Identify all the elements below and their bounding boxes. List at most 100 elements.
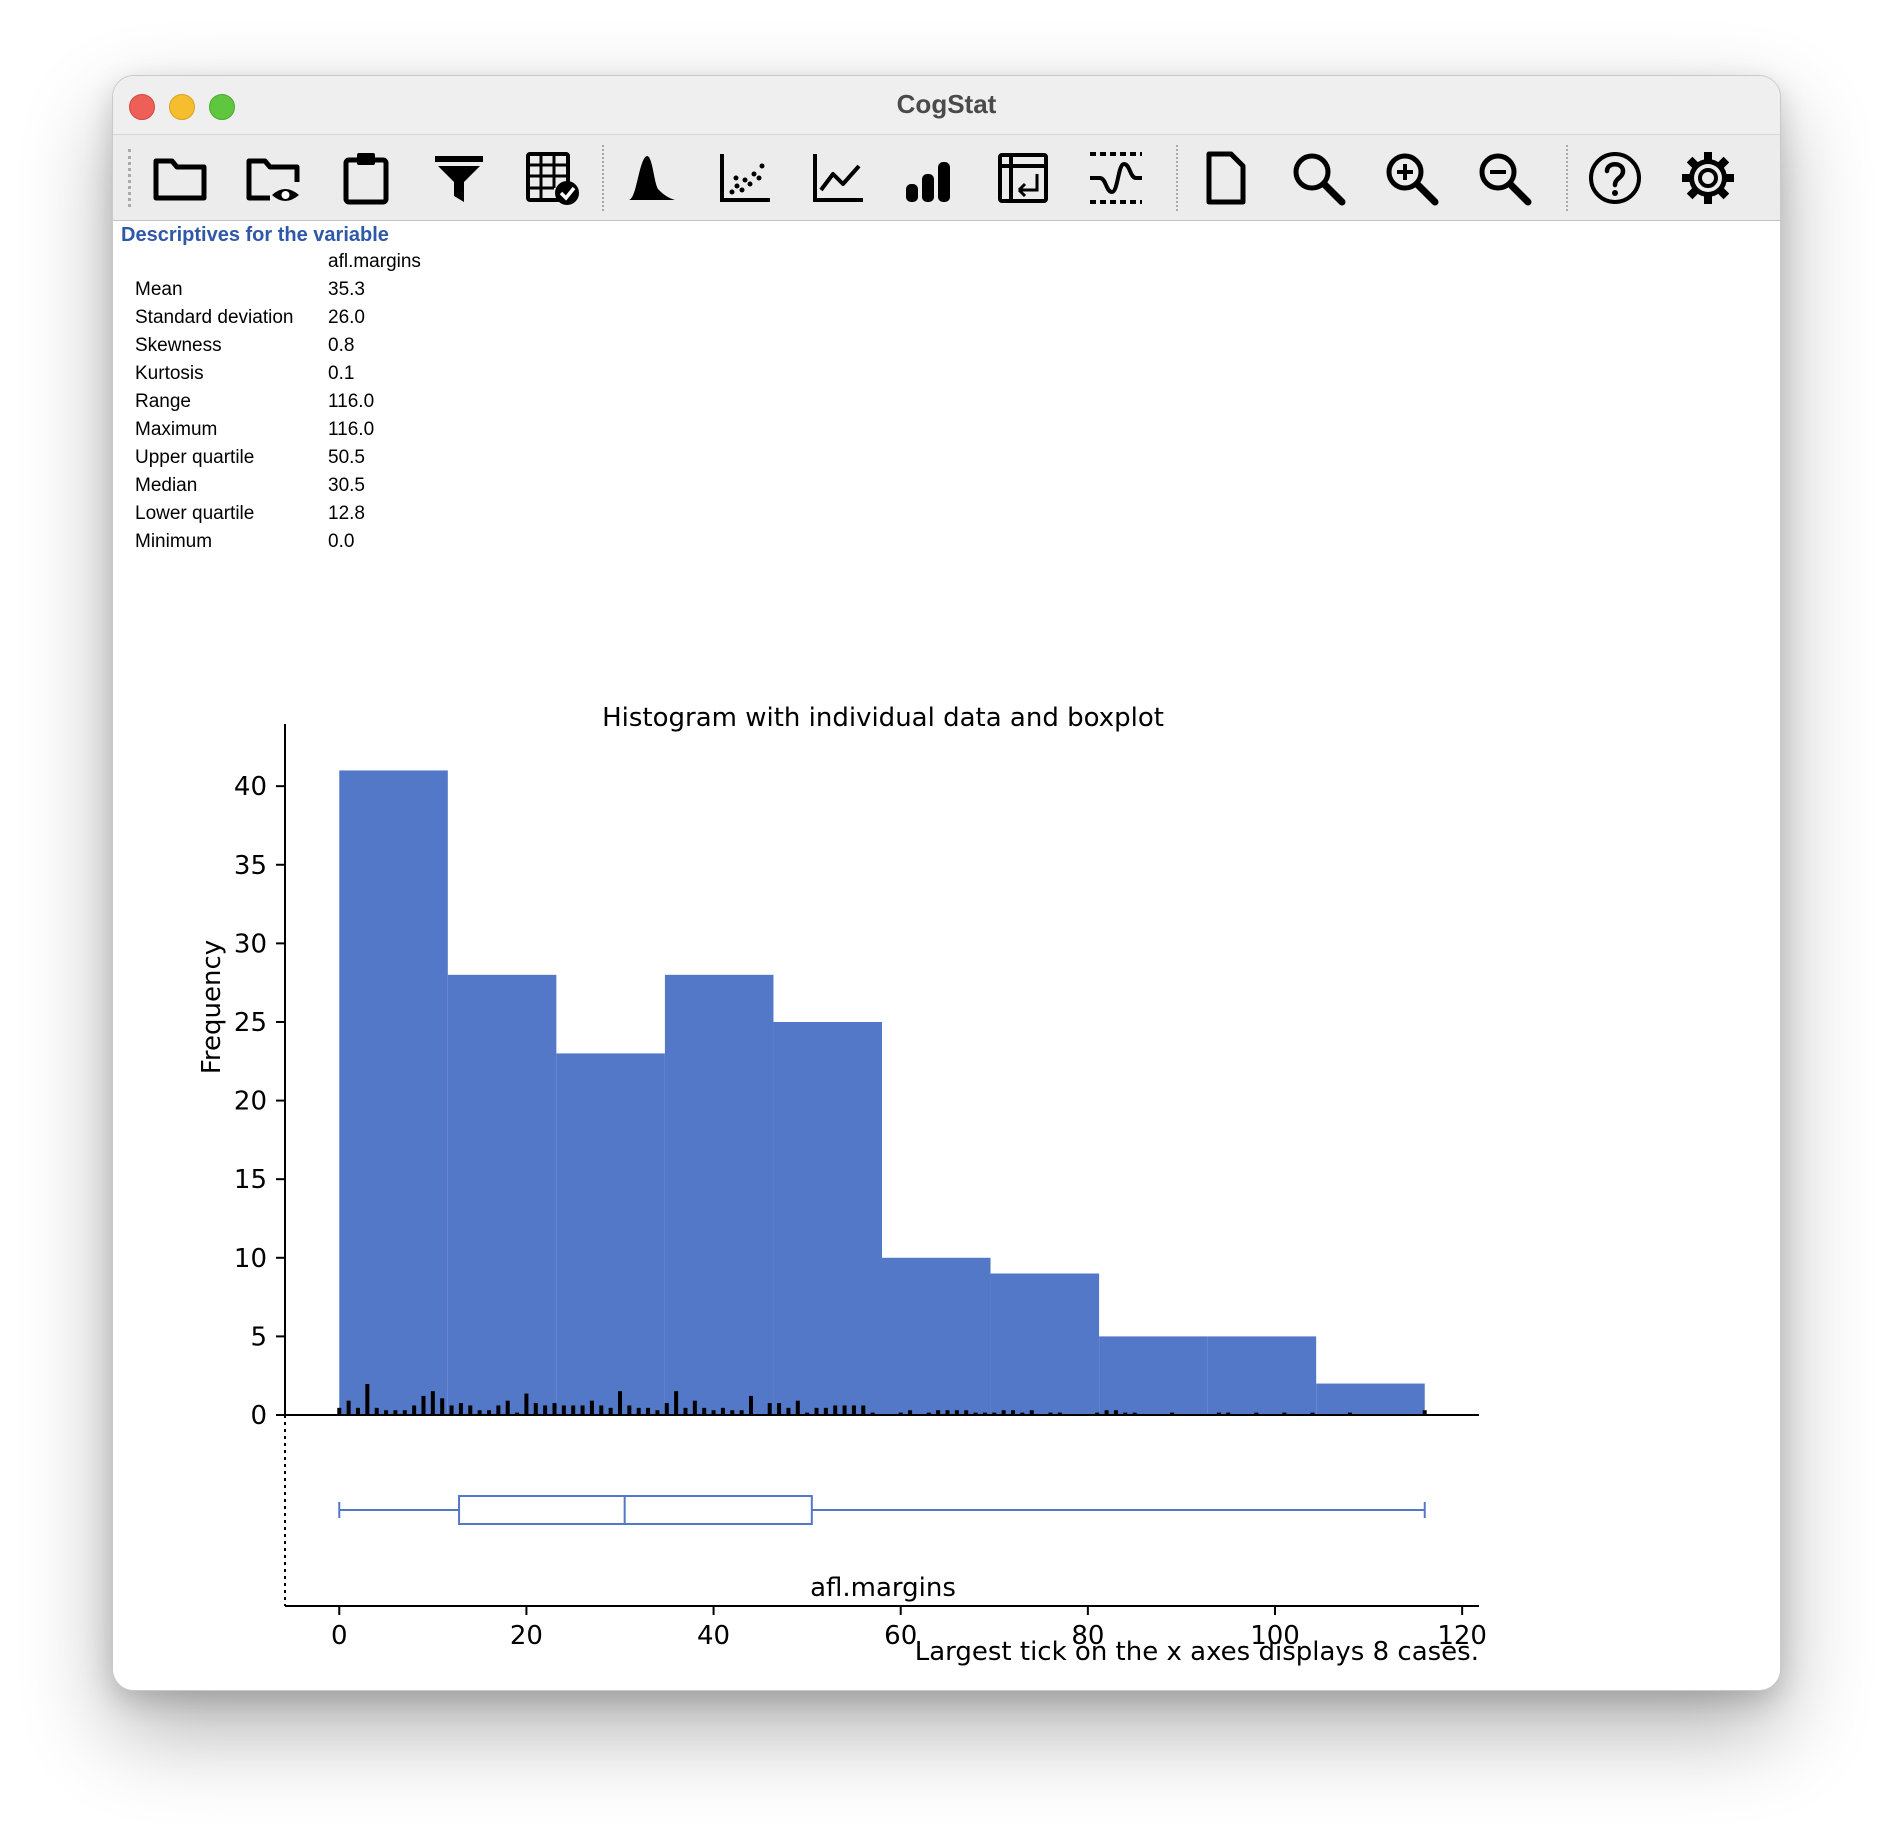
rug-tick <box>777 1403 782 1415</box>
rug-tick <box>524 1393 529 1415</box>
histogram-bar <box>1207 1336 1317 1415</box>
results-pane: Descriptives for the variable afl.margin… <box>113 221 1780 1690</box>
pivot-table-button[interactable] <box>990 147 1056 209</box>
rug-tick <box>608 1407 613 1415</box>
stat-value: 50.5 <box>328 447 365 468</box>
close-window-button[interactable] <box>129 94 155 120</box>
line-chart-icon <box>813 154 863 202</box>
chart-axes: 0 5 10 15 20 25 30 35 40 0 20 40 60 80 100 120 <box>234 724 1487 1651</box>
zoom-in-button[interactable] <box>1378 147 1444 209</box>
rug-tick <box>692 1400 697 1415</box>
y-tick-label: 25 <box>234 1008 267 1038</box>
folder-eye-icon <box>246 158 300 201</box>
paste-data-button[interactable] <box>333 147 399 209</box>
zoom-out-icon <box>1479 153 1532 206</box>
toolbar-separator <box>602 145 604 211</box>
y-tick-label: 35 <box>234 851 267 881</box>
document-icon <box>1206 151 1246 205</box>
new-results-button[interactable] <box>1192 147 1258 209</box>
rug-tick <box>1347 1412 1352 1415</box>
rug-tick <box>823 1407 828 1415</box>
rug-tick <box>486 1410 491 1415</box>
rug-tick <box>767 1403 772 1415</box>
stat-value: 35.3 <box>328 279 365 300</box>
filter-outliers-button[interactable] <box>426 147 492 209</box>
rug-tick <box>674 1391 679 1415</box>
zoom-out-button[interactable] <box>1471 147 1537 209</box>
stat-value: 26.0 <box>328 307 365 328</box>
histogram-bar <box>339 770 448 1415</box>
rug-tick <box>702 1407 707 1415</box>
open-file-button[interactable] <box>147 147 213 209</box>
open-demo-file-button[interactable] <box>240 147 306 209</box>
title-bar: CogStat <box>113 76 1780 135</box>
rug-tick <box>1422 1410 1427 1415</box>
compare-repeated-measures-button[interactable] <box>804 147 870 209</box>
scatter-icon <box>720 154 770 202</box>
behavioral-data-diffusion-button[interactable] <box>1083 147 1149 209</box>
rug-tick <box>664 1403 669 1415</box>
window-title: CogStat <box>896 89 997 119</box>
app-window: CogStat <box>112 75 1781 1691</box>
help-button[interactable] <box>1582 147 1648 209</box>
maximize-window-button[interactable] <box>209 94 235 120</box>
y-tick-label: 0 <box>250 1401 267 1431</box>
rug-tick <box>964 1410 969 1415</box>
rug-tick <box>1057 1412 1062 1415</box>
histogram-bar <box>664 974 774 1415</box>
rug-tick <box>805 1412 810 1415</box>
rug-tick <box>1170 1412 1175 1415</box>
rug-tick <box>627 1405 632 1415</box>
compare-groups-button[interactable] <box>897 147 963 209</box>
rug-tick <box>599 1405 604 1415</box>
y-tick-label: 30 <box>234 929 267 959</box>
rug-tick <box>851 1405 856 1415</box>
rug-tick <box>393 1410 398 1415</box>
stat-label: Lower quartile <box>135 503 255 524</box>
display-data-button[interactable] <box>519 147 585 209</box>
rug-tick <box>748 1395 753 1415</box>
rug-tick <box>833 1405 838 1415</box>
rug-tick <box>908 1410 913 1415</box>
rug-tick <box>683 1407 688 1415</box>
x-tick-label: 100 <box>1250 1621 1300 1651</box>
y-tick-label: 40 <box>234 772 267 802</box>
rug-tick <box>870 1412 875 1415</box>
rug-ticks <box>337 1384 1427 1415</box>
histogram-bar <box>1316 1383 1425 1415</box>
x-tick-label: 0 <box>331 1621 348 1651</box>
y-axis-label: Frequency <box>197 940 227 1074</box>
minimize-window-button[interactable] <box>169 94 195 120</box>
rug-tick <box>580 1405 585 1415</box>
rug-tick <box>589 1400 594 1415</box>
rug-tick <box>1011 1410 1016 1415</box>
x-tick-label: 60 <box>884 1621 917 1651</box>
rug-tick <box>711 1410 716 1415</box>
stat-label: Standard deviation <box>135 307 294 328</box>
rug-tick <box>1048 1412 1053 1415</box>
stat-label: Median <box>135 475 198 496</box>
explore-variable-button[interactable] <box>618 147 684 209</box>
rug-tick <box>458 1403 463 1415</box>
toolbar-separator <box>1176 145 1178 211</box>
histogram-bar <box>556 1053 665 1415</box>
descriptives-title: Descriptives for the variable <box>121 224 389 246</box>
explore-relation-button[interactable] <box>711 147 777 209</box>
rug-tick <box>496 1405 501 1415</box>
rug-tick <box>1001 1410 1006 1415</box>
toolbar-grip[interactable] <box>128 149 131 207</box>
column-header: afl.margins <box>328 251 421 272</box>
find-text-button[interactable] <box>1285 147 1351 209</box>
preferences-button[interactable] <box>1675 147 1741 209</box>
stat-value: 0.0 <box>328 531 355 552</box>
histogram-bar <box>1099 1336 1208 1415</box>
filter-icon <box>435 156 483 202</box>
bar-chart-icon <box>906 162 950 202</box>
y-tick-label: 10 <box>234 1244 267 1274</box>
rug-tick <box>468 1405 473 1415</box>
rug-tick <box>1310 1412 1315 1415</box>
rug-tick <box>365 1384 370 1415</box>
rug-tick <box>973 1412 978 1415</box>
chart-title: Histogram with individual data and boxpl… <box>602 703 1164 733</box>
rug-tick <box>636 1407 641 1415</box>
